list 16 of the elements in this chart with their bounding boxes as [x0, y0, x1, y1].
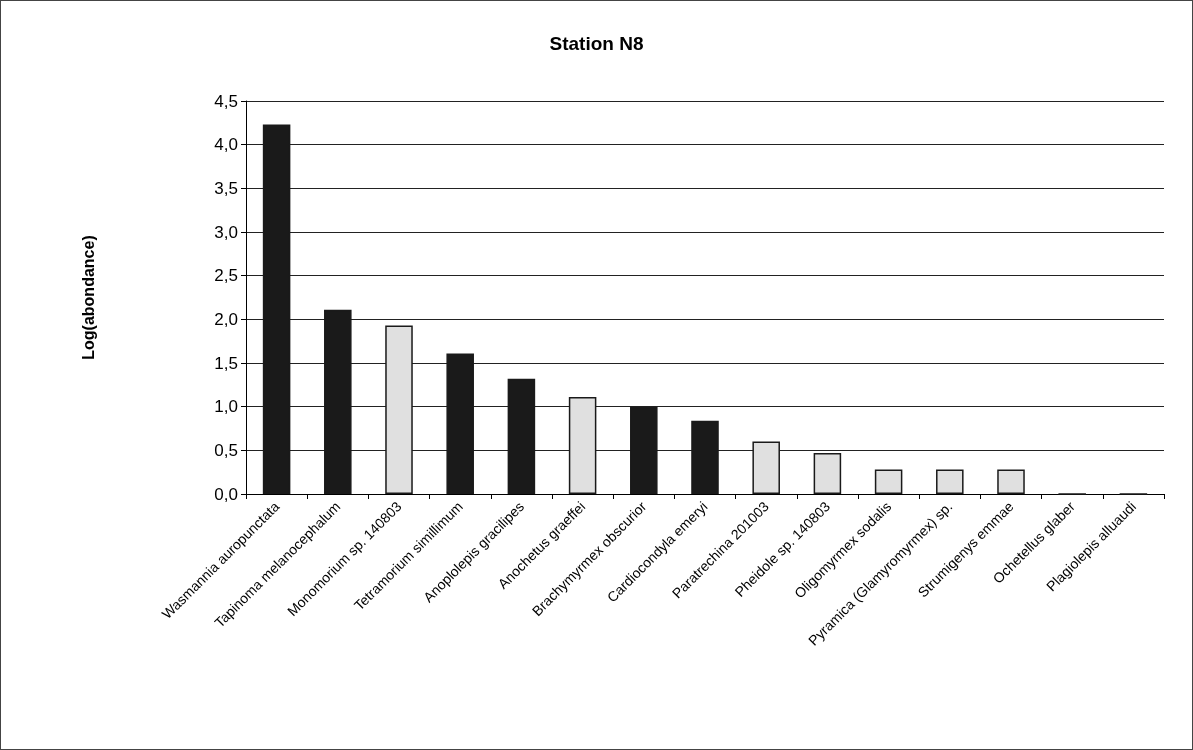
y-tick-label: 1,5: [214, 353, 238, 373]
y-tick-label: 0,0: [214, 484, 238, 504]
chart-title: Station N8: [549, 33, 644, 54]
bar: [997, 469, 1025, 494]
y-tick-label: 2,0: [214, 309, 238, 329]
y-tick-label: 1,0: [214, 397, 238, 417]
y-tick-label: 4,0: [214, 135, 238, 155]
bar: [874, 469, 903, 494]
y-tick-label: 3,0: [214, 222, 238, 242]
y-axis-title: Log(abondance): [79, 235, 97, 360]
y-tick-label: 0,5: [214, 440, 238, 460]
bar: [936, 469, 964, 494]
bar: [813, 452, 842, 494]
y-tick-label: 3,5: [214, 178, 238, 198]
y-tick-label: 2,5: [214, 266, 238, 286]
y-tick-label: 4,5: [214, 91, 238, 111]
